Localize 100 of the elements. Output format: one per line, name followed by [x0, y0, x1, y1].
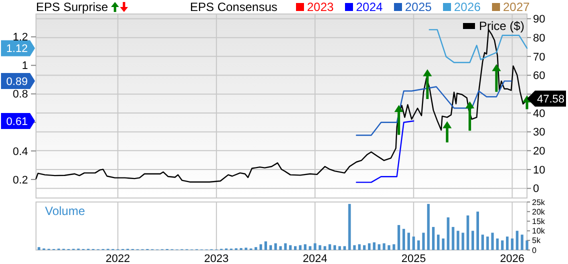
bar [486, 236, 489, 250]
bar [398, 225, 400, 250]
bar [372, 242, 376, 250]
legend-label: Price ($) [479, 19, 524, 33]
bar [294, 246, 297, 250]
text: EPS Surprise [36, 0, 108, 14]
bar [363, 245, 366, 250]
bar [289, 245, 292, 250]
bar [388, 245, 390, 250]
bar [264, 241, 268, 250]
bar [308, 246, 312, 250]
legend-label: 2024 [356, 0, 384, 14]
point [422, 69, 432, 76]
bar [446, 217, 450, 250]
bar [259, 244, 262, 250]
legend-label: 2026 [454, 0, 482, 14]
bar [442, 238, 444, 250]
bar [501, 240, 504, 250]
y-tick-label: 1 [22, 60, 28, 72]
bar [407, 232, 410, 250]
y-tick-label: 0.4 [12, 146, 28, 158]
y-tick-label: 0 [532, 246, 537, 255]
y-tick-label: 0.89 [6, 76, 28, 88]
line-series [356, 80, 512, 136]
bar [436, 234, 440, 250]
bar [526, 240, 528, 250]
bar [481, 234, 484, 250]
legend-title: EPS Consensus [190, 0, 278, 14]
y-tick-label: 0.61 [6, 116, 28, 128]
legend-label: 2023 [307, 0, 334, 14]
bar [358, 244, 361, 250]
bar [279, 246, 282, 250]
point [492, 64, 501, 72]
bar [456, 230, 460, 250]
bar [516, 230, 518, 250]
bar [348, 204, 351, 250]
bar [304, 244, 306, 250]
point [465, 101, 474, 108]
y-tick-label: 1.12 [6, 43, 28, 56]
legend-label: 2027 [503, 0, 530, 14]
y2-tick-label: 60 [533, 70, 546, 82]
y2-tick-label: 10 [533, 164, 546, 176]
bar [353, 245, 356, 250]
bar [254, 247, 258, 250]
y-tick-label: 20k [532, 207, 546, 216]
bar [427, 204, 430, 250]
bar [471, 230, 474, 250]
y-tick-label: 25k [532, 198, 546, 207]
legend-label: 2025 [405, 0, 432, 14]
bar [298, 245, 302, 250]
y2-tick-label: 90 [533, 14, 546, 26]
y2-tick-label: 80 [533, 32, 546, 44]
y2-tick-label: 70 [533, 51, 546, 64]
bar [452, 226, 454, 250]
y-tick-label: 15k [532, 217, 546, 226]
bar [269, 245, 272, 250]
bar [462, 232, 464, 250]
bar [284, 243, 287, 250]
bar [314, 243, 316, 250]
point [442, 121, 452, 128]
bar [328, 244, 332, 250]
bar [496, 238, 499, 250]
bar [412, 236, 415, 250]
bar [338, 246, 341, 250]
y-tick-label: 0.2 [12, 174, 28, 186]
bar [520, 234, 524, 250]
bar [510, 238, 514, 250]
bar [506, 236, 509, 250]
bar [476, 212, 480, 250]
bar [38, 247, 40, 250]
bar [324, 246, 326, 250]
bar [274, 243, 277, 250]
y2-tick-label: 30 [533, 126, 546, 139]
bar [378, 244, 380, 250]
x-tick-label: 2022 [106, 253, 130, 264]
bar [491, 232, 494, 250]
bar [343, 246, 346, 250]
data-label: 47.58 [537, 94, 565, 106]
y-tick-label: 10k [532, 226, 546, 236]
y-tick-label: 1.2 [12, 32, 28, 44]
chart-title: Volume [45, 204, 86, 218]
y2-tick-label: 40 [533, 108, 546, 120]
bar [466, 215, 470, 250]
bar [318, 245, 322, 250]
x-tick-label: 2026 [500, 253, 524, 264]
bar [422, 232, 425, 250]
bar [382, 243, 386, 250]
bar [402, 228, 406, 250]
x-tick-label: 2024 [302, 253, 328, 264]
bar [432, 226, 435, 250]
bar [417, 240, 420, 250]
x-tick-label: 2023 [204, 253, 229, 264]
y2-tick-label: 20 [533, 146, 546, 158]
bar [333, 245, 336, 250]
x-tick-label: 2025 [401, 253, 426, 264]
bar [368, 243, 371, 250]
line-series [356, 120, 414, 183]
y-tick-label: 5k [532, 236, 542, 246]
point [394, 105, 404, 112]
bar [392, 244, 396, 250]
